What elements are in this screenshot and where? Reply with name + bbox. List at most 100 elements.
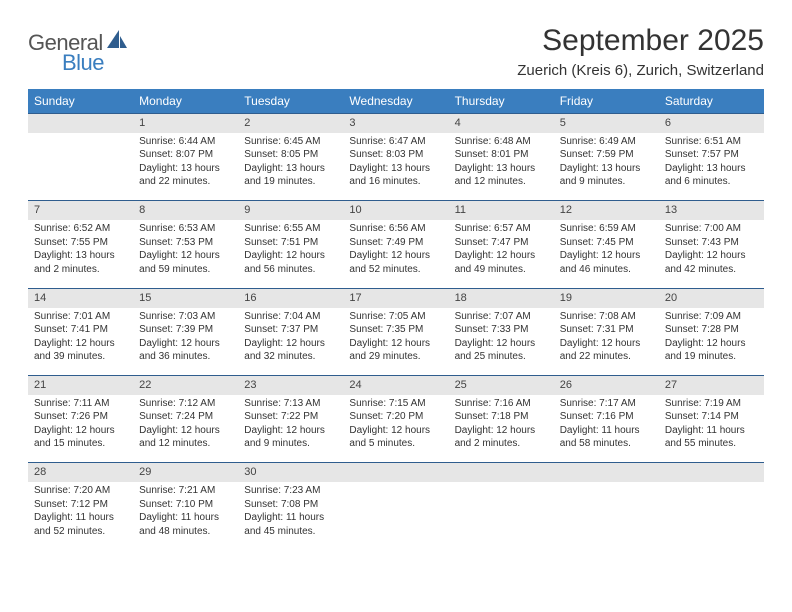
weekday-header: Wednesday bbox=[343, 89, 448, 114]
day-cell: Sunrise: 6:47 AMSunset: 8:03 PMDaylight:… bbox=[343, 133, 448, 201]
sunrise-line: Sunrise: 6:51 AM bbox=[665, 135, 758, 149]
week-content-row: Sunrise: 6:44 AMSunset: 8:07 PM Daylight:… bbox=[28, 133, 764, 201]
day-cell: Sunrise: 7:17 AMSunset: 7:16 PMDaylight:… bbox=[554, 395, 659, 463]
logo-text-block: General Blue bbox=[28, 30, 129, 76]
title-block: September 2025 Zuerich (Kreis 6), Zurich… bbox=[517, 24, 764, 79]
day-number: 20 bbox=[659, 288, 764, 307]
day-cell: Sunrise: 7:11 AMSunset: 7:26 PMDaylight:… bbox=[28, 395, 133, 463]
day-cell: Sunrise: 7:04 AMSunset: 7:37 PMDaylight:… bbox=[238, 308, 343, 376]
sunrise-line: Sunrise: 6:47 AM bbox=[349, 135, 442, 149]
empty-cell bbox=[343, 482, 448, 550]
calendar-body: 123456 Sunrise: 6:44 AMSunset: 8:07 PM Day… bbox=[28, 114, 764, 551]
daylight-line: Daylight: 11 hours and 48 minutes. bbox=[139, 511, 232, 538]
day-cell: Sunrise: 6:51 AMSunset: 7:57 PMDaylight:… bbox=[659, 133, 764, 201]
empty-cell bbox=[449, 482, 554, 550]
day-number: 27 bbox=[659, 376, 764, 395]
daylight-line: Daylight: 13 hours and 19 minutes. bbox=[244, 162, 337, 189]
day-cell: Sunrise: 7:07 AMSunset: 7:33 PMDaylight:… bbox=[449, 308, 554, 376]
sunrise-line: Sunrise: 7:03 AM bbox=[139, 310, 232, 324]
day-number: 16 bbox=[238, 288, 343, 307]
day-number: 4 bbox=[449, 114, 554, 133]
day-cell: Sunrise: 7:16 AMSunset: 7:18 PMDaylight:… bbox=[449, 395, 554, 463]
sunset-line: Sunset: 8:07 PM bbox=[139, 148, 232, 162]
sunrise-line: Sunrise: 7:07 AM bbox=[455, 310, 548, 324]
day-number: 13 bbox=[659, 201, 764, 220]
sunrise-line: Sunrise: 6:59 AM bbox=[560, 222, 653, 236]
sunrise-line: Sunrise: 7:09 AM bbox=[665, 310, 758, 324]
logo-sail-icon bbox=[107, 30, 129, 55]
sunset-line: Sunset: 7:53 PM bbox=[139, 236, 232, 250]
day-number: 5 bbox=[554, 114, 659, 133]
sunrise-line: Sunrise: 7:05 AM bbox=[349, 310, 442, 324]
week-content-row: Sunrise: 7:01 AMSunset: 7:41 PMDaylight:… bbox=[28, 308, 764, 376]
sunrise-line: Sunrise: 7:12 AM bbox=[139, 397, 232, 411]
calendar-table: SundayMondayTuesdayWednesdayThursdayFrid… bbox=[28, 89, 764, 550]
sunrise-line: Sunrise: 7:13 AM bbox=[244, 397, 337, 411]
sunrise-line: Sunrise: 6:44 AM bbox=[139, 135, 232, 149]
day-cell: Sunrise: 7:15 AMSunset: 7:20 PMDaylight:… bbox=[343, 395, 448, 463]
day-cell: Sunrise: 6:44 AMSunset: 8:07 PMDaylight:… bbox=[133, 133, 238, 201]
daylight-line: Daylight: 12 hours and 52 minutes. bbox=[349, 249, 442, 276]
daylight-line: Daylight: 12 hours and 29 minutes. bbox=[349, 337, 442, 364]
day-number: 21 bbox=[28, 376, 133, 395]
week-daynum-row: 14151617181920 bbox=[28, 288, 764, 307]
weekday-header: Saturday bbox=[659, 89, 764, 114]
daylight-line: Daylight: 12 hours and 36 minutes. bbox=[139, 337, 232, 364]
day-cell: Sunrise: 7:05 AMSunset: 7:35 PMDaylight:… bbox=[343, 308, 448, 376]
daylight-line: Daylight: 13 hours and 16 minutes. bbox=[349, 162, 442, 189]
week-daynum-row: 282930 bbox=[28, 463, 764, 482]
sunset-line: Sunset: 7:10 PM bbox=[139, 498, 232, 512]
daylight-line: Daylight: 12 hours and 15 minutes. bbox=[34, 424, 127, 451]
day-number: 10 bbox=[343, 201, 448, 220]
daylight-line: Daylight: 11 hours and 55 minutes. bbox=[665, 424, 758, 451]
daylight-line: Daylight: 12 hours and 59 minutes. bbox=[139, 249, 232, 276]
empty-daynum bbox=[449, 463, 554, 482]
daylight-line: Daylight: 12 hours and 42 minutes. bbox=[665, 249, 758, 276]
day-cell: Sunrise: 7:08 AMSunset: 7:31 PMDaylight:… bbox=[554, 308, 659, 376]
week-daynum-row: 21222324252627 bbox=[28, 376, 764, 395]
day-cell: Sunrise: 7:01 AMSunset: 7:41 PMDaylight:… bbox=[28, 308, 133, 376]
sunset-line: Sunset: 7:08 PM bbox=[244, 498, 337, 512]
sunset-line: Sunset: 7:28 PM bbox=[665, 323, 758, 337]
week-content-row: Sunrise: 6:52 AMSunset: 7:55 PMDaylight:… bbox=[28, 220, 764, 288]
sunset-line: Sunset: 8:05 PM bbox=[244, 148, 337, 162]
daylight-line: Daylight: 11 hours and 52 minutes. bbox=[34, 511, 127, 538]
day-number: 1 bbox=[133, 114, 238, 133]
weekday-header: Thursday bbox=[449, 89, 554, 114]
day-number: 9 bbox=[238, 201, 343, 220]
weekday-header: Tuesday bbox=[238, 89, 343, 114]
weekday-header: Monday bbox=[133, 89, 238, 114]
day-number: 2 bbox=[238, 114, 343, 133]
sunrise-line: Sunrise: 7:01 AM bbox=[34, 310, 127, 324]
sunset-line: Sunset: 7:18 PM bbox=[455, 410, 548, 424]
sunset-line: Sunset: 7:47 PM bbox=[455, 236, 548, 250]
sunset-line: Sunset: 7:37 PM bbox=[244, 323, 337, 337]
weekday-header: Friday bbox=[554, 89, 659, 114]
day-number: 23 bbox=[238, 376, 343, 395]
sunset-line: Sunset: 7:31 PM bbox=[560, 323, 653, 337]
empty-daynum bbox=[554, 463, 659, 482]
sunrise-line: Sunrise: 6:48 AM bbox=[455, 135, 548, 149]
sunset-line: Sunset: 7:22 PM bbox=[244, 410, 337, 424]
day-number: 11 bbox=[449, 201, 554, 220]
empty-cell bbox=[28, 133, 133, 201]
day-cell: Sunrise: 6:55 AMSunset: 7:51 PMDaylight:… bbox=[238, 220, 343, 288]
sunset-line: Sunset: 7:39 PM bbox=[139, 323, 232, 337]
sunrise-line: Sunrise: 7:16 AM bbox=[455, 397, 548, 411]
daylight-line: Daylight: 11 hours and 45 minutes. bbox=[244, 511, 337, 538]
day-number: 19 bbox=[554, 288, 659, 307]
week-content-row: Sunrise: 7:11 AMSunset: 7:26 PMDaylight:… bbox=[28, 395, 764, 463]
day-number: 22 bbox=[133, 376, 238, 395]
day-cell: Sunrise: 6:57 AMSunset: 7:47 PMDaylight:… bbox=[449, 220, 554, 288]
weekday-header: Sunday bbox=[28, 89, 133, 114]
day-cell: Sunrise: 7:03 AMSunset: 7:39 PMDaylight:… bbox=[133, 308, 238, 376]
sunset-line: Sunset: 7:45 PM bbox=[560, 236, 653, 250]
sunset-line: Sunset: 7:16 PM bbox=[560, 410, 653, 424]
week-daynum-row: 123456 bbox=[28, 114, 764, 133]
sunrise-line: Sunrise: 7:17 AM bbox=[560, 397, 653, 411]
brand-logo: General Blue bbox=[28, 24, 129, 76]
day-cell: Sunrise: 7:09 AMSunset: 7:28 PMDaylight:… bbox=[659, 308, 764, 376]
sunset-line: Sunset: 8:01 PM bbox=[455, 148, 548, 162]
sunset-line: Sunset: 7:26 PM bbox=[34, 410, 127, 424]
location-line: Zuerich (Kreis 6), Zurich, Switzerland bbox=[517, 62, 764, 79]
